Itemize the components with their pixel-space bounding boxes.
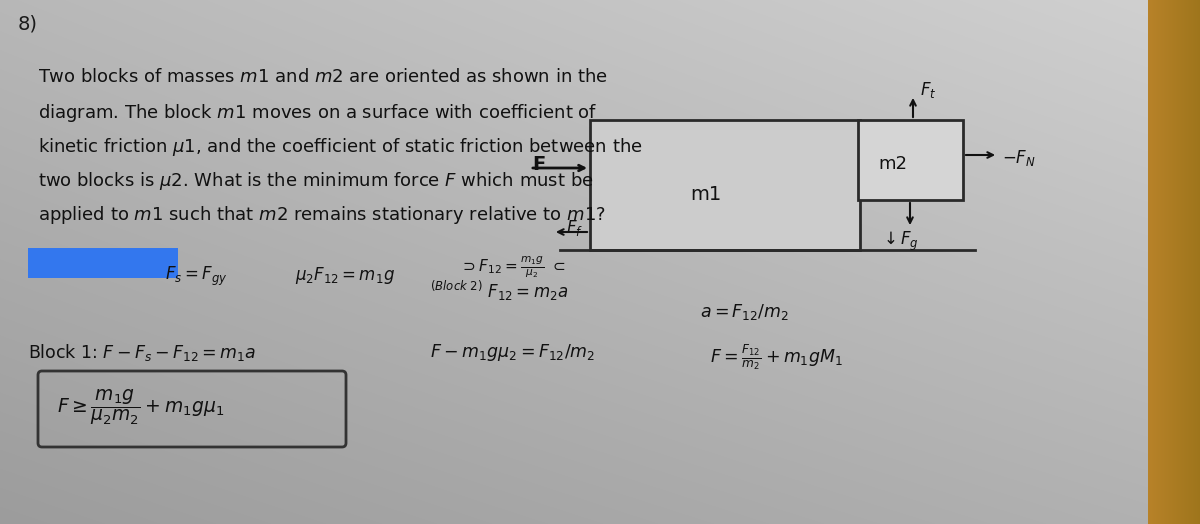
Text: $a = F_{12}/m_2$: $a = F_{12}/m_2$: [700, 302, 790, 322]
Text: $F_f$: $F_f$: [566, 218, 583, 238]
Text: $F = \frac{F_{12}}{m_2} + m_1 g M_1$: $F = \frac{F_{12}}{m_2} + m_1 g M_1$: [710, 342, 842, 372]
Text: $F_t$: $F_t$: [920, 80, 936, 100]
Text: kinetic friction $\mu$1, and the coefficient of static friction between the: kinetic friction $\mu$1, and the coeffic…: [38, 136, 643, 158]
Text: m2: m2: [878, 155, 907, 173]
Bar: [858, 120, 964, 200]
Text: m1: m1: [690, 185, 721, 204]
Text: $F_s = F_{gy}$: $F_s = F_{gy}$: [166, 265, 228, 288]
Bar: [590, 120, 860, 250]
Text: applied to $m1$ such that $m2$ remains stationary relative to $m1$?: applied to $m1$ such that $m2$ remains s…: [38, 204, 606, 226]
Text: $\downarrow F_g$: $\downarrow F_g$: [880, 230, 919, 253]
Text: $^{(Block\ 2)}\ F_{12} = m_2 a$: $^{(Block\ 2)}\ F_{12} = m_2 a$: [430, 279, 569, 303]
Bar: [28, 248, 178, 278]
Text: $\supset F_{12} = \frac{m_1 g}{\mu_2}\ \subset$: $\supset F_{12} = \frac{m_1 g}{\mu_2}\ \…: [460, 255, 565, 280]
Text: $F - m_1 g\mu_2 = F_{12}/m_2$: $F - m_1 g\mu_2 = F_{12}/m_2$: [430, 342, 595, 363]
Text: two blocks is $\mu$2. What is the minimum force $F$ which must be: two blocks is $\mu$2. What is the minimu…: [38, 170, 594, 192]
Text: $\mu_2 F_{12} = m_1 g$: $\mu_2 F_{12} = m_1 g$: [295, 265, 395, 286]
Text: 8): 8): [18, 15, 38, 34]
Text: Block 1: $F - F_s - F_{12} = m_1 a$: Block 1: $F - F_s - F_{12} = m_1 a$: [28, 342, 257, 363]
Text: $\mathbf{F}$: $\mathbf{F}$: [532, 155, 546, 174]
Text: $F \geq \dfrac{m_1 g}{\mu_2 m_2} + m_1 g\mu_1$: $F \geq \dfrac{m_1 g}{\mu_2 m_2} + m_1 g…: [58, 387, 224, 427]
Text: diagram. The block $m1$ moves on a surface with coefficient of: diagram. The block $m1$ moves on a surfa…: [38, 102, 598, 124]
Text: $-F_N$: $-F_N$: [1002, 148, 1036, 168]
Text: Two blocks of masses $m1$ and $m2$ are oriented as shown in the: Two blocks of masses $m1$ and $m2$ are o…: [38, 68, 607, 86]
